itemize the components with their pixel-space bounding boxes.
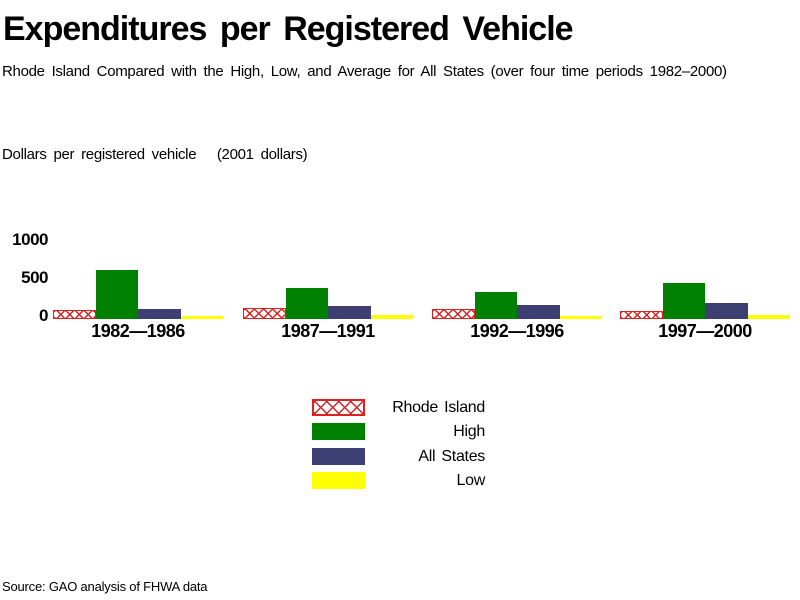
rhode-island-swatch-icon [312,399,365,416]
legend-label: High [453,422,485,440]
bar-low [370,315,413,319]
low-swatch-icon [312,472,365,489]
high-swatch-icon [312,423,365,440]
bar-all-states [517,304,560,319]
chart-subtitle: Rhode Island Compared with the High, Low… [2,63,727,80]
legend-item-high: High [312,423,485,440]
bar-low [747,315,790,319]
legend-label: All States [418,447,485,465]
bar-rhode-island [243,307,286,319]
bar-high [474,292,517,319]
bar-low [559,315,602,319]
bar-all-states [328,306,371,319]
all-states-swatch-icon [312,448,365,465]
bar-all-states [138,309,181,319]
y-axis-tick-label: 1000 [12,230,48,249]
bar-high [285,287,328,319]
legend-label: Rhode Island [392,398,485,416]
bar-rhode-island [432,309,475,319]
legend-label: Low [456,471,486,489]
bar-high [662,282,705,319]
bar-low [180,315,223,319]
x-axis-category-label: 1982—1986 [91,321,185,341]
x-axis-category-label: 1997—2000 [658,321,752,341]
legend-item-rhode-island: Rhode Island [312,399,485,416]
bar-high [95,269,138,319]
y-axis-tick-label: 500 [21,268,48,287]
legend-item-low: Low [312,472,485,489]
y-axis-caption: Dollars per registered vehicle (2001 dol… [2,146,308,163]
source-note: Source: GAO analysis of FHWA data [2,579,208,594]
bar-rhode-island [620,311,663,319]
x-axis-category-label: 1992—1996 [470,321,564,341]
x-axis-category-label: 1987—1991 [281,321,375,341]
page-title: Expenditures per Registered Vehicle [3,10,574,48]
bar-rhode-island [53,309,96,319]
legend-item-all-states: All States [312,448,485,465]
y-axis-tick-label: 0 [39,306,48,325]
bar-all-states [705,303,748,319]
